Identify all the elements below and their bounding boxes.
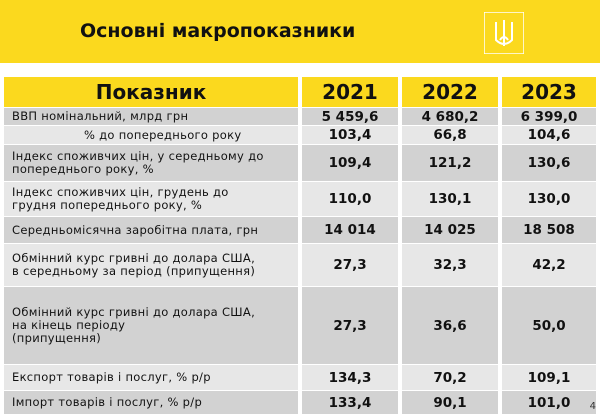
value-cell: 42,2 — [502, 244, 596, 286]
value-cell: 36,6 — [402, 287, 498, 364]
value-cell: 130,0 — [502, 182, 596, 216]
value-cell: 104,6 — [502, 126, 596, 144]
row-label: Імпорт товарів і послуг, % р/р — [4, 391, 298, 414]
value-cell: 110,0 — [302, 182, 398, 216]
page-number: 4 — [589, 401, 596, 412]
value-cell: 103,4 — [302, 126, 398, 144]
value-cell: 101,0 — [502, 391, 596, 414]
label-line: Середньомісячна заробітна плата, грн — [12, 222, 259, 237]
label-line: Обмінний курс гривні до долара США, — [12, 251, 256, 265]
value-cell: 66,8 — [402, 126, 498, 144]
label-line: грудня попереднього року, % — [12, 198, 203, 212]
value-cell: 133,4 — [302, 391, 398, 414]
row-label: Обмінний курс гривні до долара США, в сер… — [4, 244, 298, 286]
value-cell: 5 459,6 — [302, 108, 398, 125]
row-label: % до попереднього року — [4, 126, 298, 144]
column-header: Показник — [4, 77, 298, 107]
row-label: Індекс споживчих цін, у середньому до поп… — [4, 145, 298, 181]
value-cell: 50,0 — [502, 287, 596, 364]
label-line: на кінець періоду — [12, 318, 126, 332]
value-cell: 109,1 — [502, 365, 596, 390]
value-cell: 109,4 — [302, 145, 398, 181]
value-cell: 130,6 — [502, 145, 596, 181]
label-line: Індекс споживчих цін, у середньому до — [12, 149, 264, 163]
row-label: Експорт товарів і послуг, % р/р — [4, 365, 298, 390]
column-header: 2023 — [502, 77, 596, 107]
value-cell: 70,2 — [402, 365, 498, 390]
value-cell: 27,3 — [302, 244, 398, 286]
row-label: Середньомісячна заробітна плата, грн — [4, 217, 298, 243]
value-cell: 6 399,0 — [502, 108, 596, 125]
label-line: % до попереднього року — [84, 127, 242, 142]
label-line: ВВП номінальний, млрд грн — [12, 109, 189, 123]
value-cell: 130,1 — [402, 182, 498, 216]
logo — [484, 12, 524, 54]
value-cell: 14 014 — [302, 217, 398, 243]
label-line: Експорт товарів і послуг, % р/р — [12, 370, 211, 384]
label-line: Імпорт товарів і послуг, % р/р — [12, 395, 203, 409]
row-label: Обмінний курс гривні до долара США, на кі… — [4, 287, 298, 364]
title: Основні макропоказники — [80, 20, 356, 42]
value-cell: 90,1 — [402, 391, 498, 414]
label-line: (припущення) — [12, 331, 102, 345]
column-header: 2022 — [402, 77, 498, 107]
value-cell: 18 508 — [502, 217, 596, 243]
value-cell: 134,3 — [302, 365, 398, 390]
row-label: ВВП номінальний, млрд грн — [4, 108, 298, 125]
label-line: Індекс споживчих цін, грудень до — [12, 185, 229, 199]
label-line: в середньому за період (припущення) — [12, 264, 256, 278]
label-line: Обмінний курс гривні до долара США, — [12, 305, 256, 319]
label-line: попереднього року, % — [12, 162, 154, 176]
value-cell: 4 680,2 — [402, 108, 498, 125]
value-cell: 121,2 — [402, 145, 498, 181]
column-header: 2021 — [302, 77, 398, 107]
value-cell: 14 025 — [402, 217, 498, 243]
value-cell: 32,3 — [402, 244, 498, 286]
row-label: Індекс споживчих цін, грудень до грудня п… — [4, 182, 298, 216]
value-cell: 27,3 — [302, 287, 398, 364]
